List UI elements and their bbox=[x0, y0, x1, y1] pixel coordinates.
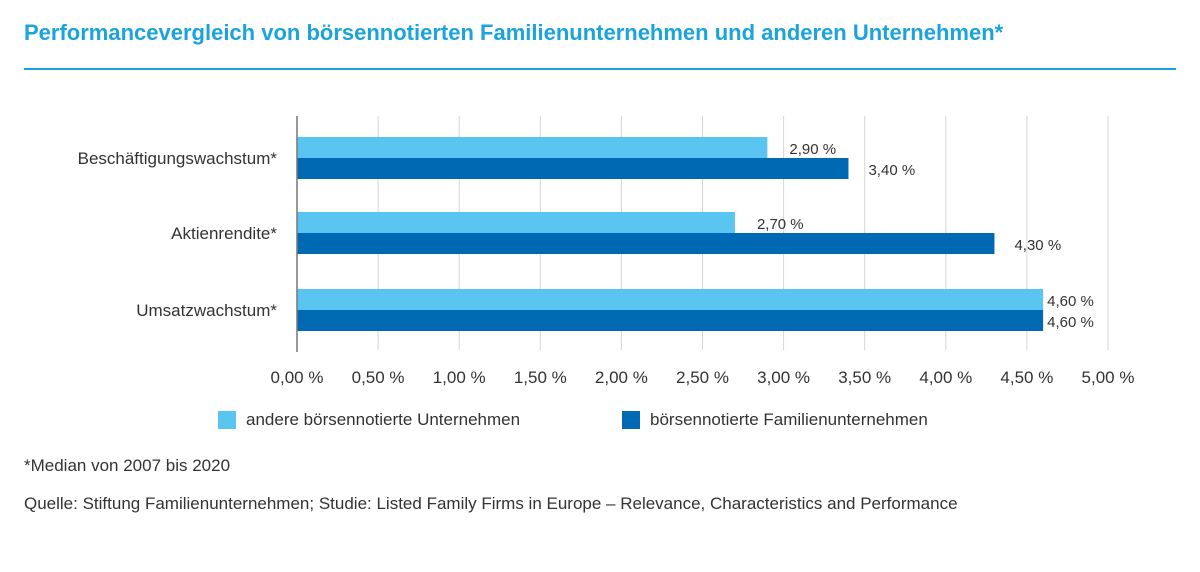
bar-familien bbox=[297, 233, 995, 254]
data-label: 4,60 % bbox=[1047, 314, 1094, 331]
x-tick-label: 0,50 % bbox=[352, 368, 405, 387]
x-tick-label: 1,50 % bbox=[514, 368, 567, 387]
footnote-source: Quelle: Stiftung Familienunternehmen; St… bbox=[24, 494, 958, 513]
legend-label-familien: börsennotierte Familienunternehmen bbox=[650, 410, 928, 429]
title-divider bbox=[24, 68, 1176, 70]
chart-title: Performancevergleich von börsennotierten… bbox=[24, 20, 1004, 45]
x-tick-label: 2,00 % bbox=[595, 368, 648, 387]
bar-andere bbox=[297, 289, 1044, 310]
bar-familien bbox=[297, 158, 849, 179]
x-tick-label: 1,00 % bbox=[433, 368, 486, 387]
category-label: Aktienrendite* bbox=[171, 224, 277, 243]
x-tick-label: 4,00 % bbox=[919, 368, 972, 387]
data-label: 4,60 % bbox=[1047, 293, 1094, 310]
category-label: Umsatzwachstum* bbox=[136, 301, 277, 320]
category-label: Beschäftigungswachstum* bbox=[78, 149, 278, 168]
data-label: 2,90 % bbox=[789, 141, 836, 158]
legend-item-andere: andere börsennotierte Unternehmen bbox=[218, 410, 520, 430]
legend-item-familien: börsennotierte Familienunternehmen bbox=[622, 410, 928, 430]
bar-andere bbox=[297, 212, 735, 233]
x-tick-label: 2,50 % bbox=[676, 368, 729, 387]
bar-chart: 0,00 % 0,50 % 1,00 % 1,50 % 2,00 % 2,50 % 3,00… bbox=[78, 116, 1135, 387]
legend-swatch-andere bbox=[218, 411, 236, 429]
legend-label-andere: andere börsennotierte Unternehmen bbox=[246, 410, 521, 429]
x-tick-label: 3,50 % bbox=[838, 368, 891, 387]
x-tick-label: 4,50 % bbox=[1000, 368, 1053, 387]
x-tick-label: 0,00 % bbox=[271, 368, 324, 387]
x-tick-label: 5,00 % bbox=[1082, 368, 1135, 387]
bar-familien bbox=[297, 310, 1044, 331]
data-label: 4,30 % bbox=[1014, 237, 1061, 254]
footnote-median: *Median von 2007 bis 2020 bbox=[24, 456, 231, 475]
data-label: 2,70 % bbox=[757, 216, 804, 233]
chart-legend: andere börsennotierte Unternehmen börsen… bbox=[0, 410, 1200, 436]
legend-swatch-familien bbox=[622, 411, 640, 429]
x-tick-label: 3,00 % bbox=[757, 368, 810, 387]
bar-andere bbox=[297, 137, 768, 158]
data-label: 3,40 % bbox=[868, 162, 915, 179]
